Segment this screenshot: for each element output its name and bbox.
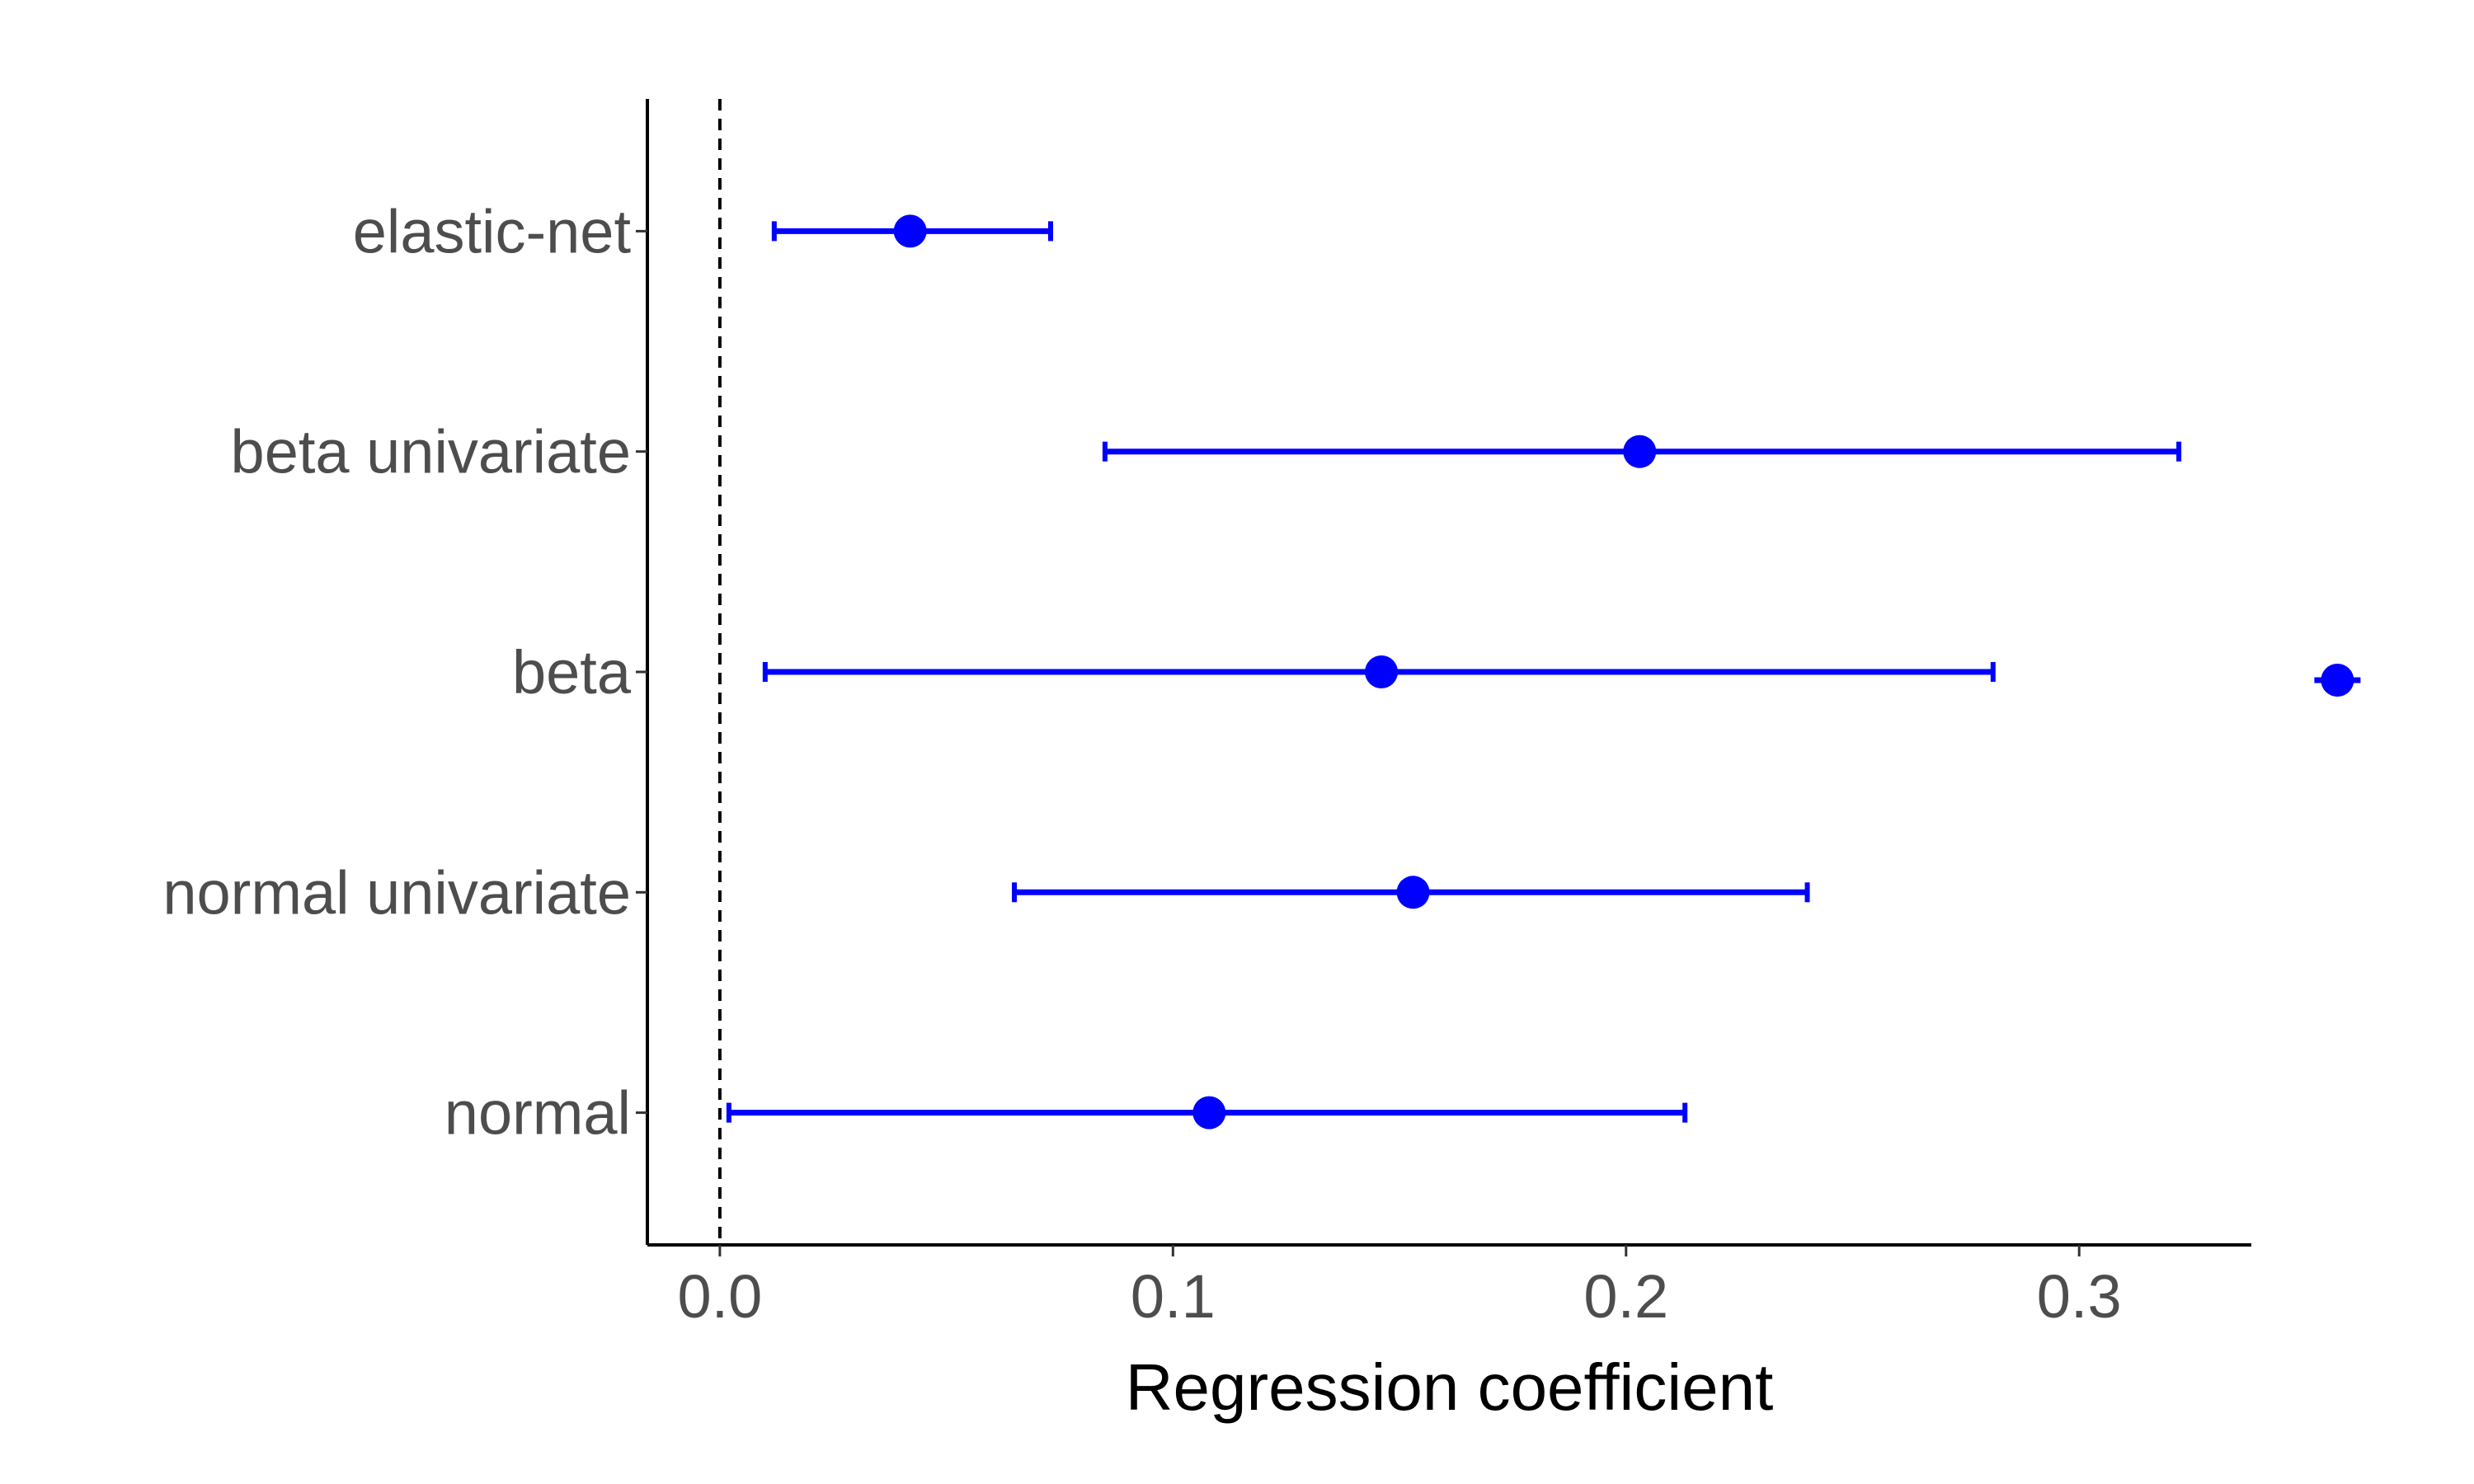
plot-marks: [726, 214, 2361, 1129]
point-estimate: [1192, 1096, 1226, 1129]
point-estimate: [893, 214, 927, 248]
y-tick-label: normal univariate: [162, 858, 631, 927]
x-tick-label: 0.2: [1583, 1262, 1668, 1331]
y-tick-label: elastic-net: [353, 197, 632, 265]
y-tick-label: beta univariate: [231, 418, 631, 486]
point-estimate: [1365, 655, 1399, 688]
point-estimate: [1623, 434, 1657, 468]
x-tick-label: 0.3: [2037, 1262, 2122, 1331]
x-tick-label: 0.1: [1131, 1262, 1216, 1331]
x-axis-title: Regression coefficient: [1126, 1350, 1774, 1424]
y-tick-label: normal: [444, 1079, 631, 1148]
point-estimate: [1396, 876, 1430, 909]
x-tick-label: 0.0: [677, 1262, 762, 1331]
y-axis-ticks: elastic-net beta univariate beta normal uni…: [162, 197, 647, 1148]
outlier-point: [2321, 664, 2354, 697]
y-tick-label: beta: [512, 638, 632, 707]
x-axis-ticks: 0.0 0.1 0.2 0.3: [677, 1245, 2122, 1331]
